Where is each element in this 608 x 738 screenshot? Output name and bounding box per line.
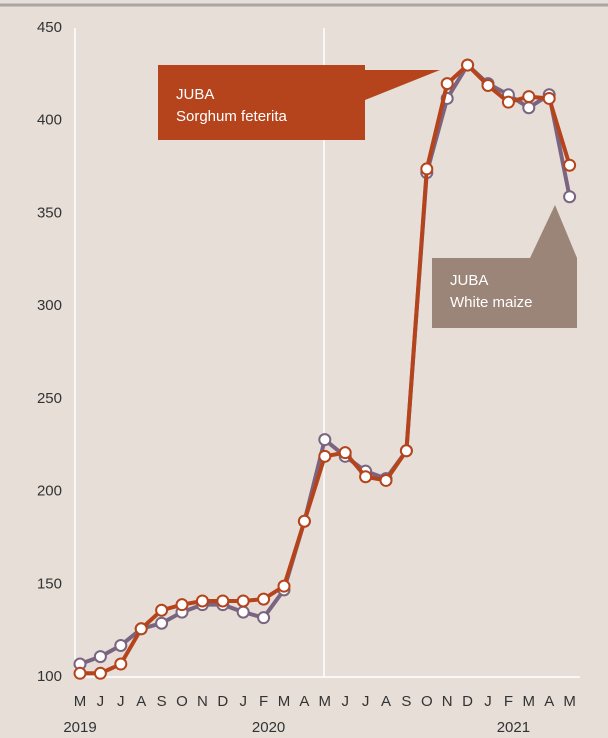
x-tick-label: A: [381, 693, 391, 710]
annotation-text: White maize: [450, 294, 533, 311]
annotation-text: Sorghum feterita: [176, 108, 288, 125]
y-tick-label: 200: [37, 483, 62, 500]
x-tick-label: D: [462, 693, 473, 710]
point: [461, 58, 475, 72]
point: [93, 666, 107, 680]
annotation-text: JUBA: [176, 86, 214, 103]
year-label: 2020: [252, 719, 285, 736]
point: [338, 446, 352, 460]
annotation-box: [158, 65, 440, 140]
x-tick-label: J: [239, 693, 247, 710]
year-label: 2019: [63, 719, 96, 736]
x-tick-label: M: [563, 693, 576, 710]
point: [481, 78, 495, 92]
point: [195, 594, 209, 608]
x-tick-label: O: [421, 693, 433, 710]
x-tick-label: J: [341, 693, 349, 710]
annotations: JUBA Sorghum feterita JUBA White maize: [158, 65, 577, 328]
point: [563, 190, 577, 204]
point: [542, 91, 556, 105]
x-tick-label: O: [176, 693, 188, 710]
year-label: 2021: [497, 719, 530, 736]
x-tick-label: J: [484, 693, 492, 710]
point: [277, 579, 291, 593]
x-tick-label: A: [136, 693, 146, 710]
point: [379, 473, 393, 487]
point: [420, 162, 434, 176]
point: [175, 598, 189, 612]
point: [134, 622, 148, 636]
point: [73, 666, 87, 680]
x-tick-label: N: [442, 693, 453, 710]
x-tick-label: D: [217, 693, 228, 710]
point: [318, 449, 332, 463]
y-tick-label: 450: [37, 19, 62, 36]
point: [114, 638, 128, 652]
x-tick-label: N: [197, 693, 208, 710]
x-tick-label: M: [74, 693, 87, 710]
point: [155, 616, 169, 630]
point: [563, 158, 577, 172]
y-tick-label: 350: [37, 204, 62, 221]
point: [440, 77, 454, 91]
point: [155, 603, 169, 617]
point: [257, 611, 271, 625]
x-tick-label: F: [259, 693, 268, 710]
point: [236, 605, 250, 619]
x-tick-label: J: [97, 693, 105, 710]
point: [114, 657, 128, 671]
annotation-box: [432, 205, 577, 328]
x-tick-label: A: [299, 693, 309, 710]
y-tick-label: 250: [37, 390, 62, 407]
x-tick-label: M: [278, 693, 291, 710]
x-tick-label: J: [362, 693, 370, 710]
y-tick-label: 300: [37, 297, 62, 314]
point: [399, 444, 413, 458]
y-tick-label: 150: [37, 575, 62, 592]
point: [318, 433, 332, 447]
x-tick-label: J: [117, 693, 125, 710]
x-tick-label: M: [319, 693, 332, 710]
point: [501, 95, 515, 109]
point: [359, 470, 373, 484]
x-tick-label: M: [523, 693, 536, 710]
point: [522, 90, 536, 104]
x-tick-label: S: [401, 693, 411, 710]
point: [257, 592, 271, 606]
point: [297, 514, 311, 528]
point: [236, 594, 250, 608]
annotation-text: JUBA: [450, 272, 488, 289]
x-tick-label: A: [544, 693, 554, 710]
point: [522, 101, 536, 115]
point: [93, 650, 107, 664]
y-tick-label: 400: [37, 112, 62, 129]
point: [216, 594, 230, 608]
x-tick-label: F: [504, 693, 513, 710]
y-tick-label: 100: [37, 668, 62, 685]
x-tick-label: S: [157, 693, 167, 710]
